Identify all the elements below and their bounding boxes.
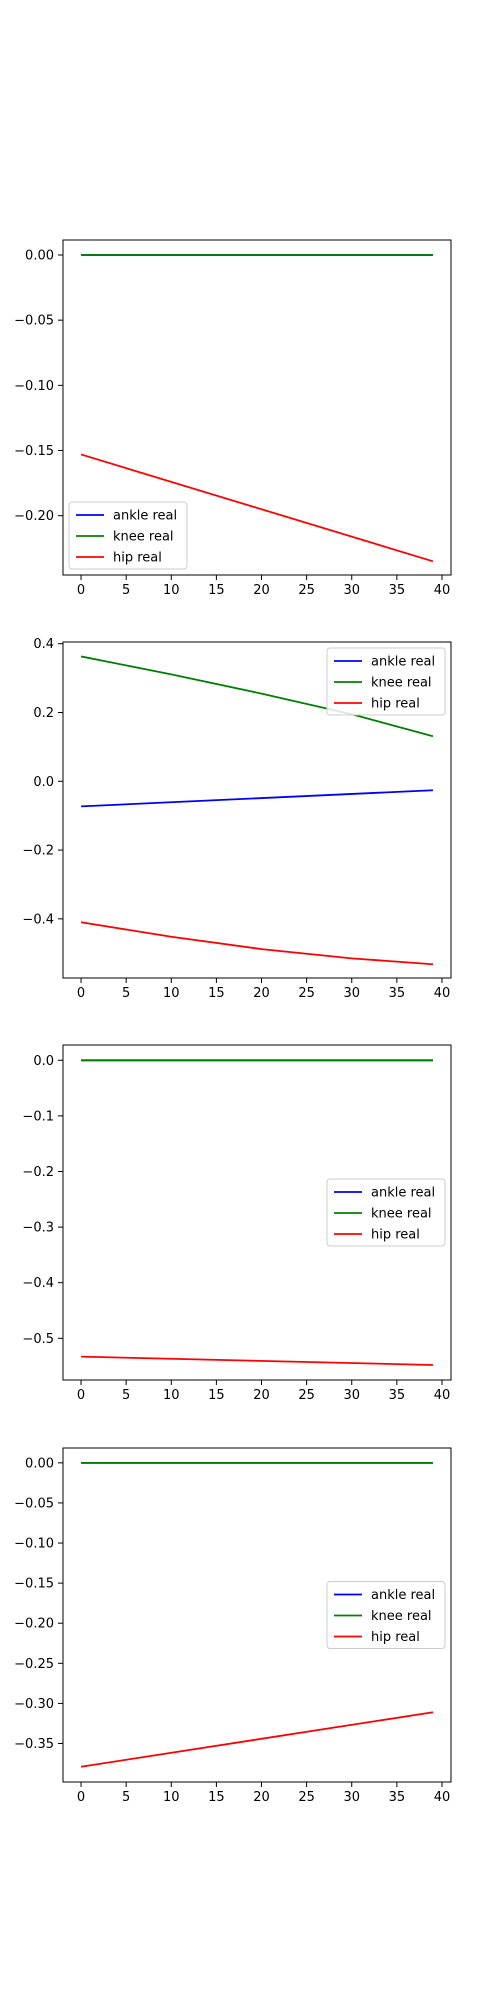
- x-tick-label: 0: [77, 583, 85, 598]
- legend-label: hip real: [113, 551, 162, 566]
- y-tick-label: −0.10: [14, 379, 54, 394]
- y-tick-label: −0.15: [14, 444, 54, 459]
- y-tick-label: −0.1: [22, 1109, 54, 1124]
- x-tick-label: 10: [163, 583, 180, 598]
- y-tick-label: −0.15: [14, 1577, 54, 1592]
- x-tick-label: 30: [343, 1790, 360, 1805]
- legend-label: ankle real: [371, 1588, 435, 1603]
- x-tick-label: 30: [343, 986, 360, 1001]
- chart-4: 0 5 10 15 20 25 30 35 40 0.00 −0.05 −0.10 −0.15 −0.20…: [14, 1447, 452, 1805]
- x-tick-label: 0: [77, 1790, 85, 1805]
- legend-box: [326, 1581, 446, 1649]
- x-tick-label: 30: [343, 583, 360, 598]
- y-tick-label: −0.2: [22, 844, 54, 859]
- y-tick-label: 0.00: [25, 248, 54, 263]
- x-tick-label: 10: [163, 986, 180, 1001]
- axes-frame: [62, 1044, 452, 1381]
- x-tick-label: 5: [122, 986, 130, 1001]
- x-tick-label: 35: [389, 583, 406, 598]
- x-tick-label: 25: [298, 1790, 315, 1805]
- x-tick-label: 15: [208, 1388, 225, 1403]
- axes-frame: [62, 641, 452, 979]
- legend: ankle real knee real hip real: [326, 647, 446, 716]
- series-line-hip-real: [81, 1355, 433, 1366]
- x-tick-label: 30: [343, 1388, 360, 1403]
- y-tick-label: −0.4: [22, 1276, 54, 1291]
- y-tick-label: 0.2: [33, 706, 54, 721]
- x-tick-label: 25: [298, 583, 315, 598]
- legend-label: hip real: [371, 697, 420, 712]
- x-tick-label: 35: [389, 1790, 406, 1805]
- x-tick-label: 25: [298, 986, 315, 1001]
- legend-box: [326, 1178, 446, 1247]
- x-tick-label: 0: [77, 986, 85, 1001]
- x-tick-label: 35: [389, 986, 406, 1001]
- x-tick-label: 35: [389, 1388, 406, 1403]
- y-tick-label: −0.2: [22, 1165, 54, 1180]
- series-line-hip-real: [80, 1711, 434, 1768]
- x-tick-label: 40: [434, 1388, 451, 1403]
- x-tick-label: 5: [122, 1388, 130, 1403]
- legend-label: ankle real: [371, 1186, 435, 1201]
- legend-box: [68, 501, 188, 570]
- legend-box: [326, 647, 446, 716]
- legend: ankle real knee real hip real: [68, 501, 188, 570]
- x-tick-label: 40: [434, 583, 451, 598]
- legend-label: knee real: [371, 676, 432, 691]
- legend-label: knee real: [371, 1609, 432, 1624]
- legend: ankle real knee real hip real: [326, 1581, 446, 1649]
- x-tick-label: 10: [163, 1388, 180, 1403]
- x-tick-label: 0: [77, 1388, 85, 1403]
- chart-1: 0 5 10 15 20 25 30 35 40 0.00 −0.05 −0.10 −0.15 −0.20…: [14, 239, 452, 598]
- y-tick-label: −0.4: [22, 912, 54, 927]
- legend-label: ankle real: [371, 655, 435, 670]
- series-line-knee-real: [80, 655, 434, 738]
- chart-3: 0 5 10 15 20 25 30 35 40 0.0 −0.1 −0.2 −0.3 −0.4 −0.5 a…: [22, 1044, 452, 1403]
- legend-label: ankle real: [113, 509, 177, 524]
- x-tick-label: 20: [253, 1790, 270, 1805]
- chart-2: 0 5 10 15 20 25 30 35 40 0.4 0.2 0.0 −0.2 −0.4 ankle r…: [22, 637, 452, 1001]
- y-tick-label: 0.0: [33, 1054, 54, 1069]
- x-tick-label: 5: [122, 1790, 130, 1805]
- axes-frame: [62, 1447, 452, 1783]
- y-tick-label: −0.20: [14, 1617, 54, 1632]
- x-tick-label: 20: [253, 986, 270, 1001]
- y-tick-label: −0.25: [14, 1657, 54, 1672]
- x-tick-label: 15: [208, 583, 225, 598]
- legend-label: hip real: [371, 1630, 420, 1645]
- x-tick-label: 5: [122, 583, 130, 598]
- y-tick-label: 0.0: [33, 775, 54, 790]
- y-tick-label: −0.05: [14, 1496, 54, 1511]
- legend-label: knee real: [371, 1207, 432, 1222]
- x-tick-label: 25: [298, 1388, 315, 1403]
- y-tick-label: −0.3: [22, 1221, 54, 1236]
- x-tick-label: 10: [163, 1790, 180, 1805]
- y-tick-label: −0.05: [14, 314, 54, 329]
- legend: ankle real knee real hip real: [326, 1178, 446, 1247]
- axes-frame: [62, 239, 452, 576]
- y-tick-label: −0.35: [14, 1737, 54, 1752]
- series-line-ankle-real: [81, 789, 433, 808]
- y-tick-label: −0.20: [14, 509, 54, 524]
- series-line-hip-real: [80, 453, 434, 563]
- x-tick-label: 15: [208, 1790, 225, 1805]
- y-tick-label: −0.10: [14, 1537, 54, 1552]
- x-tick-label: 15: [208, 986, 225, 1001]
- x-tick-label: 20: [253, 1388, 270, 1403]
- x-tick-label: 40: [434, 986, 451, 1001]
- x-tick-label: 40: [434, 1790, 451, 1805]
- x-tick-label: 20: [253, 583, 270, 598]
- y-tick-label: −0.30: [14, 1697, 54, 1712]
- y-tick-label: 0.00: [25, 1456, 54, 1471]
- legend-label: hip real: [371, 1228, 420, 1243]
- legend-label: knee real: [113, 530, 174, 545]
- series-line-hip-real: [80, 921, 434, 966]
- y-tick-label: −0.5: [22, 1332, 54, 1347]
- y-tick-label: 0.4: [33, 637, 54, 652]
